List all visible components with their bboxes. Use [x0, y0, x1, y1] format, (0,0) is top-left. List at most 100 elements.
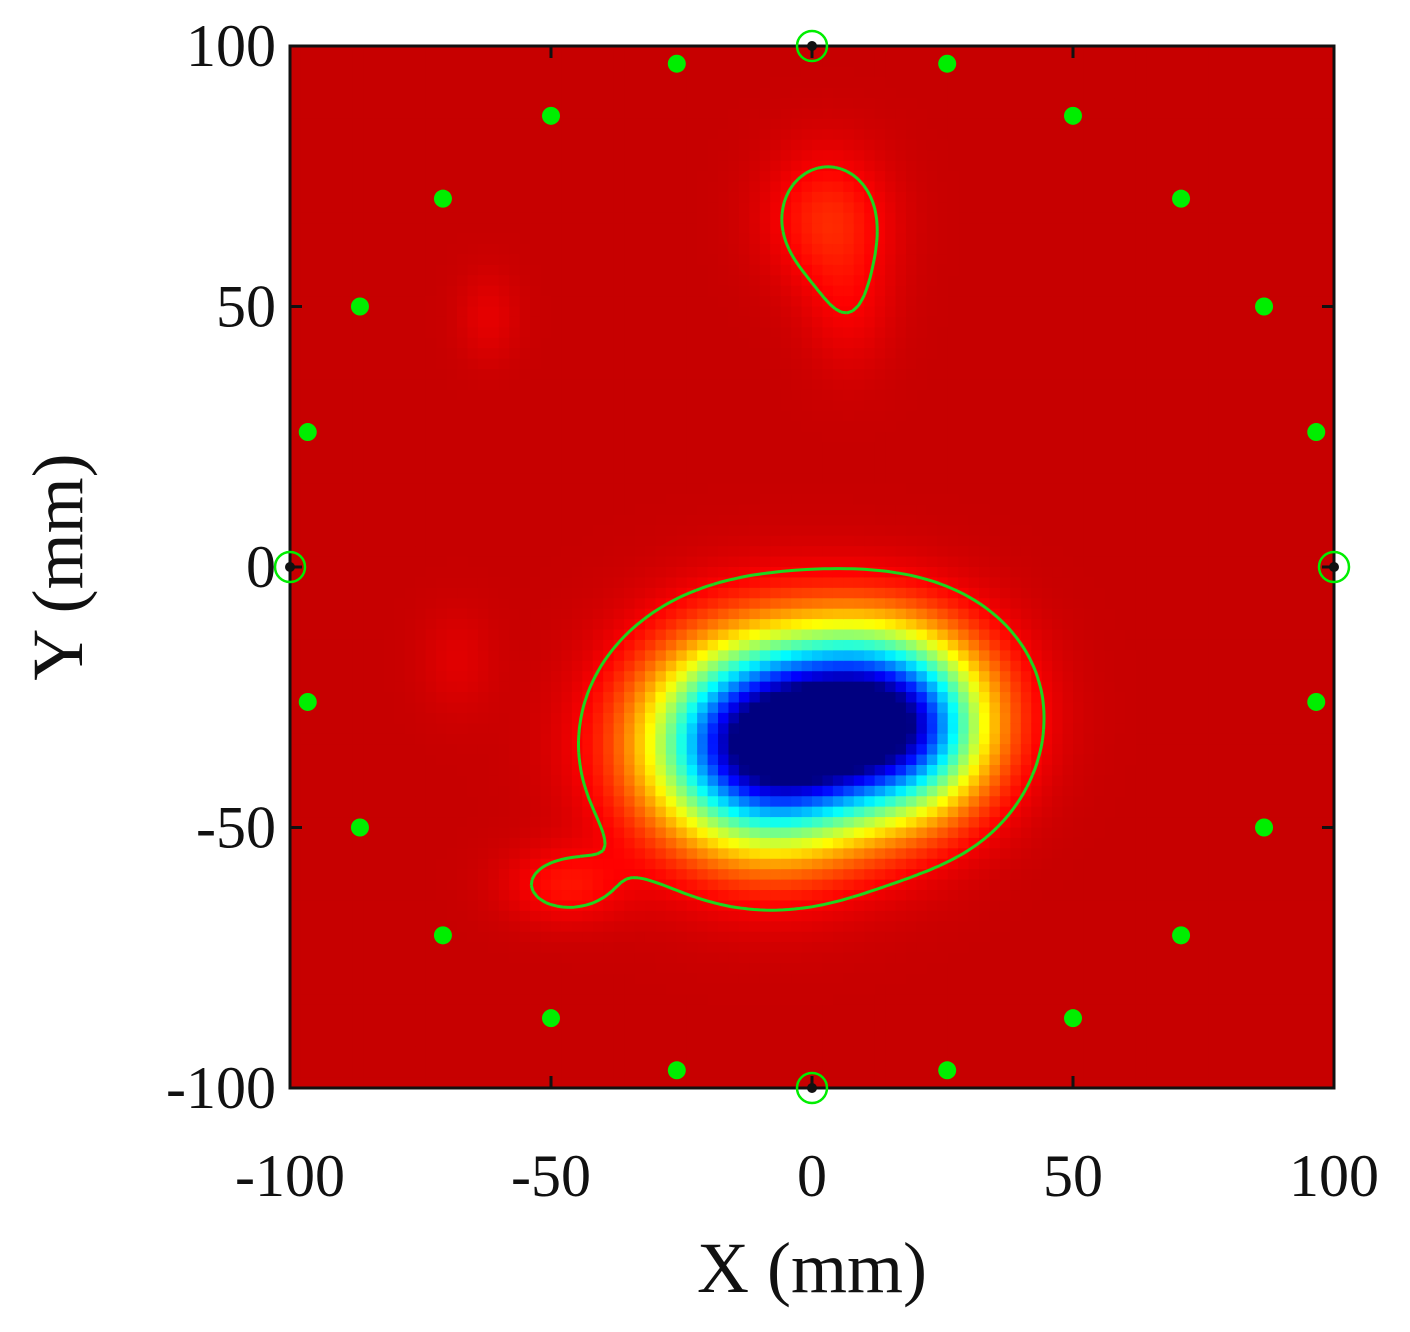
- heatmap-cell: [728, 327, 740, 339]
- heatmap-cell: [571, 785, 583, 797]
- heatmap-cell: [373, 577, 385, 589]
- heatmap-cell: [676, 504, 688, 516]
- heatmap-cell: [582, 171, 594, 183]
- heatmap-cell: [676, 139, 688, 151]
- heatmap-cell: [467, 264, 479, 276]
- heatmap-cell: [707, 650, 719, 662]
- heatmap-cell: [749, 869, 761, 881]
- heatmap-cell: [331, 1056, 343, 1068]
- heatmap-cell: [383, 202, 395, 214]
- heatmap-cell: [540, 702, 552, 714]
- heatmap-cell: [718, 296, 730, 308]
- heatmap-cell: [383, 983, 395, 995]
- heatmap-cell: [509, 473, 521, 485]
- heatmap-cell: [352, 431, 364, 443]
- heatmap-cell: [321, 806, 333, 818]
- heatmap-cell: [457, 785, 469, 797]
- heatmap-cell: [331, 921, 343, 933]
- heatmap-cell: [676, 1046, 688, 1058]
- heatmap-cell: [477, 921, 489, 933]
- heatmap-cell: [738, 452, 750, 464]
- heatmap-cell: [603, 1077, 615, 1088]
- heatmap-cell: [603, 431, 615, 443]
- heatmap-cell: [686, 139, 698, 151]
- heatmap-cell: [634, 525, 646, 537]
- heatmap-cell: [509, 1015, 521, 1027]
- heatmap-cell: [561, 660, 573, 672]
- heatmap-cell: [592, 681, 604, 693]
- heatmap-cell: [655, 910, 667, 922]
- heatmap-cell: [686, 879, 698, 891]
- heatmap-cell: [655, 441, 667, 453]
- heatmap-cell: [686, 358, 698, 370]
- heatmap-cell: [644, 681, 656, 693]
- heatmap-cell: [488, 733, 500, 745]
- heatmap-cell: [561, 931, 573, 943]
- heatmap-cell: [394, 525, 406, 537]
- heatmap-cell: [780, 1067, 792, 1079]
- heatmap-cell: [665, 577, 677, 589]
- heatmap-cell: [738, 879, 750, 891]
- heatmap-cell: [801, 671, 813, 683]
- heatmap-cell: [780, 535, 792, 547]
- heatmap-cell: [634, 150, 646, 162]
- heatmap-cell: [686, 1015, 698, 1027]
- heatmap-cell: [300, 452, 312, 464]
- heatmap-cell: [446, 212, 458, 224]
- heatmap-cell: [331, 994, 343, 1006]
- heatmap-cell: [738, 87, 750, 99]
- heatmap-cell: [801, 129, 813, 141]
- heatmap-cell: [467, 1046, 479, 1058]
- heatmap-cell: [571, 212, 583, 224]
- heatmap-cell: [665, 1015, 677, 1027]
- heatmap-cell: [676, 900, 688, 912]
- heatmap-cell: [415, 108, 427, 120]
- heatmap-cell: [404, 212, 416, 224]
- heatmap-cell: [603, 181, 615, 193]
- heatmap-cell: [509, 337, 521, 349]
- heatmap-cell: [394, 869, 406, 881]
- heatmap-cell: [592, 160, 604, 172]
- heatmap-cell: [383, 681, 395, 693]
- heatmap-cell: [457, 66, 469, 78]
- heatmap-cell: [404, 983, 416, 995]
- heatmap-cell: [770, 608, 782, 620]
- heatmap-cell: [488, 98, 500, 110]
- heatmap-cell: [530, 181, 542, 193]
- heatmap-cell: [290, 77, 302, 89]
- heatmap-cell: [613, 473, 625, 485]
- heatmap-cell: [530, 1025, 542, 1037]
- heatmap-cell: [592, 1015, 604, 1027]
- heatmap-cell: [331, 577, 343, 589]
- heatmap-cell: [728, 421, 740, 433]
- heatmap-cell: [582, 535, 594, 547]
- heatmap-cell: [477, 942, 489, 954]
- heatmap-cell: [373, 212, 385, 224]
- heatmap-cell: [655, 400, 667, 412]
- heatmap-cell: [801, 535, 813, 547]
- heatmap-cell: [613, 817, 625, 829]
- heatmap-cell: [634, 931, 646, 943]
- heatmap-cell: [477, 150, 489, 162]
- heatmap-cell: [290, 681, 302, 693]
- heatmap-cell: [352, 462, 364, 474]
- heatmap-cell: [780, 77, 792, 89]
- heatmap-cell: [519, 171, 531, 183]
- heatmap-cell: [780, 254, 792, 266]
- heatmap-cell: [624, 462, 636, 474]
- heatmap-cell: [290, 431, 302, 443]
- heatmap-cell: [436, 587, 448, 599]
- heatmap-cell: [624, 160, 636, 172]
- heatmap-cell: [728, 243, 740, 255]
- heatmap-cell: [738, 46, 750, 58]
- heatmap-cell: [383, 910, 395, 922]
- heatmap-cell: [676, 692, 688, 704]
- heatmap-cell: [707, 848, 719, 860]
- heatmap-cell: [624, 712, 636, 724]
- heatmap-cell: [759, 337, 771, 349]
- heatmap-cell: [457, 681, 469, 693]
- heatmap-cell: [404, 598, 416, 610]
- heatmap-cell: [697, 66, 709, 78]
- heatmap-cell: [676, 275, 688, 287]
- heatmap-cell: [759, 858, 771, 870]
